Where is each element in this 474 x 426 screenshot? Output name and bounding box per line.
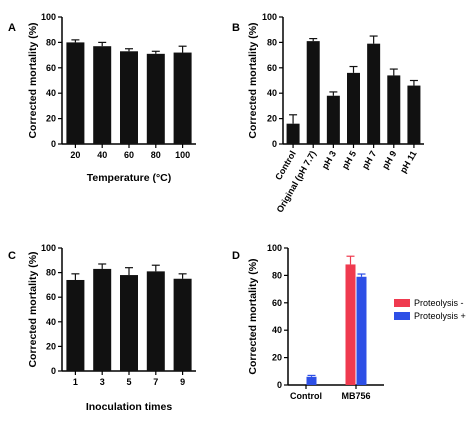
y-tick-label: 100 (267, 243, 282, 253)
bar (367, 43, 381, 144)
y-tick-label: 20 (46, 341, 56, 351)
y-tick-label: 80 (272, 270, 282, 280)
bar (120, 51, 138, 144)
bar (356, 276, 367, 385)
legend-label: Proteolysis + (414, 311, 466, 321)
x-tick-label: 1 (73, 377, 78, 387)
bar (173, 278, 192, 371)
y-tick-label: 40 (46, 88, 56, 98)
bar (93, 268, 112, 371)
bar (146, 271, 165, 371)
legend-swatch (394, 299, 410, 307)
y-tick-label: 20 (272, 353, 282, 363)
y-tick-label: 80 (267, 37, 277, 47)
y-tick-label: 100 (41, 243, 56, 253)
panel-letter: A (8, 22, 16, 34)
bar (286, 123, 300, 144)
x-tick-label: pH 11 (398, 149, 419, 175)
y-tick-label: 60 (267, 63, 277, 73)
legend-swatch (394, 312, 410, 320)
y-tick-label: 80 (46, 268, 56, 278)
y-tick-label: 40 (272, 325, 282, 335)
x-tick-label: 100 (175, 150, 190, 160)
bar (66, 42, 85, 144)
y-tick-label: 60 (46, 63, 56, 73)
y-tick-label: 100 (41, 12, 56, 22)
bar (306, 376, 317, 385)
bar (120, 275, 138, 371)
y-tick-label: 60 (272, 298, 282, 308)
panel-letter: B (232, 22, 240, 34)
panel-letter: C (8, 250, 16, 262)
y-tick-label: 0 (272, 139, 277, 149)
x-tick-label: Control (290, 391, 322, 401)
y-tick-label: 0 (51, 139, 56, 149)
bar (407, 85, 421, 144)
y-tick-label: 40 (267, 88, 277, 98)
bar (306, 41, 320, 144)
x-tick-label: 5 (126, 377, 131, 387)
y-tick-label: 0 (277, 380, 282, 390)
y-tick-label: 40 (46, 317, 56, 327)
bar (66, 279, 85, 371)
y-tick-label: 80 (46, 37, 56, 47)
y-axis-title: Corrected mortality (%) (247, 22, 259, 138)
x-tick-label: 3 (100, 377, 105, 387)
y-axis-title: Corrected mortality (%) (27, 251, 39, 367)
x-tick-label: 9 (180, 377, 185, 387)
y-tick-label: 0 (51, 366, 56, 376)
bar (345, 264, 356, 385)
x-tick-label: MB756 (341, 391, 370, 401)
bar (93, 46, 112, 144)
x-tick-label: pH 7 (360, 149, 378, 171)
x-tick-label: pH 9 (380, 149, 398, 171)
x-axis-title: Temperature (°C) (87, 172, 172, 184)
y-tick-label: 20 (267, 114, 277, 124)
bar (146, 53, 165, 144)
y-tick-label: 100 (262, 12, 277, 22)
x-tick-label: 60 (124, 150, 134, 160)
bar (326, 95, 340, 144)
bar (173, 52, 192, 145)
y-tick-label: 20 (46, 114, 56, 124)
x-tick-label: 7 (153, 377, 158, 387)
bar (387, 75, 401, 144)
x-tick-label: 20 (70, 150, 80, 160)
y-tick-label: 60 (46, 292, 56, 302)
y-axis-title: Corrected mortality (%) (247, 258, 259, 374)
x-tick-label: 40 (97, 150, 107, 160)
x-tick-label: pH 3 (320, 149, 338, 171)
y-axis-title: Corrected mortality (%) (27, 22, 39, 138)
bar (347, 72, 360, 144)
panel-letter: D (232, 250, 240, 262)
legend-label: Proteolysis - (414, 298, 464, 308)
x-axis-title: Inoculation times (86, 401, 173, 413)
x-tick-label: pH 5 (340, 149, 358, 171)
x-tick-label: 80 (151, 150, 161, 160)
